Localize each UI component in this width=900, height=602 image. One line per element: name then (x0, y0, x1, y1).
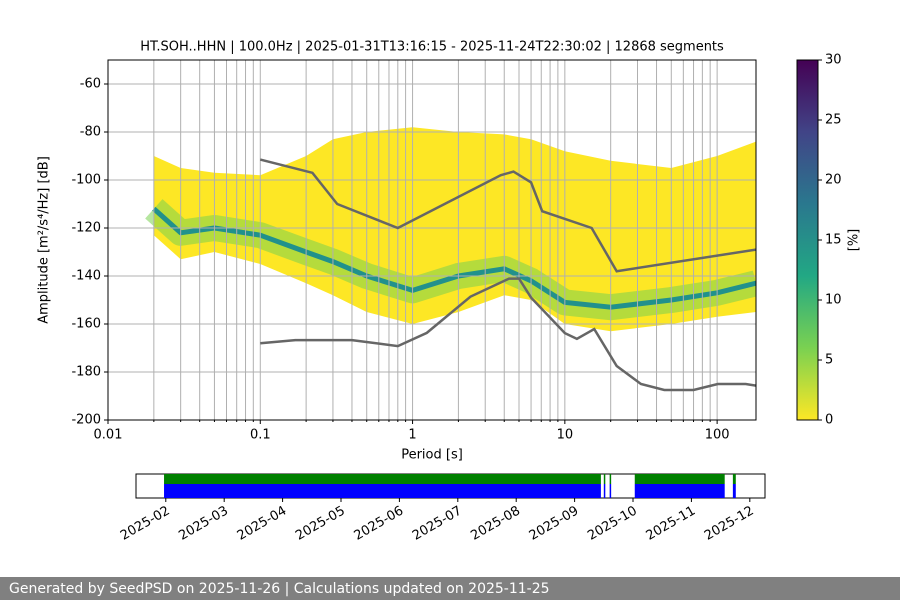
x-tick-label: 1 (408, 428, 416, 443)
y-tick-label: -200 (71, 413, 101, 428)
density-envelope (153, 127, 756, 332)
colorbar-tick-label: 25 (825, 113, 842, 128)
y-tick-label: -140 (71, 269, 101, 284)
plot-frame (107, 59, 757, 421)
timeline-tick-label: 2025-02 (118, 504, 173, 544)
x-axis-label: Period [s] (401, 448, 463, 463)
coverage-bar (732, 474, 736, 484)
colorbar (796, 59, 819, 421)
density-mode (152, 206, 756, 310)
timeline-tick-label: 2025-09 (527, 504, 582, 544)
colorbar-tick-label: 15 (825, 233, 842, 248)
coverage-bar (603, 474, 606, 484)
x-tick-label: 100 (705, 428, 730, 443)
y-tick-label: -120 (71, 221, 101, 236)
y-axis-label: Amplitude [m²/s⁴/Hz] [dB] (37, 156, 52, 324)
plot-area (108, 60, 756, 420)
colorbar-tick-label: 0 (825, 413, 833, 428)
noise-model-line (259, 158, 756, 273)
coverage-bar (609, 474, 612, 484)
coverage-bar (609, 484, 612, 498)
coverage-bar (634, 484, 725, 498)
page: {"chart_data": { "type": "ppsd", "title"… (0, 39, 900, 600)
colorbar-tick-label: 10 (825, 293, 842, 308)
timeline-tick-label: 2025-06 (352, 504, 407, 544)
y-tick-label: -100 (71, 173, 101, 188)
coverage-bar (603, 484, 606, 498)
timeline-tick-label: 2025-07 (410, 504, 465, 544)
timeline-tick-label: 2025-05 (293, 504, 348, 544)
colorbar-label: [%] (847, 229, 862, 252)
timeline-tick-label: 2025-10 (585, 504, 640, 544)
coverage-bar (164, 474, 601, 484)
timeline-tick-label: 2025-03 (176, 504, 231, 544)
x-tick-label: 0.01 (94, 428, 123, 443)
y-tick-label: -80 (80, 125, 101, 140)
colorbar-tick-label: 30 (825, 53, 842, 68)
y-tick-label: -160 (71, 317, 101, 332)
coverage-bar (732, 484, 736, 498)
timeline-tick-label: 2025-12 (702, 504, 757, 544)
chart: HT.SOH..HHN | 100.0Hz | 2025-01-31T13:16… (37, 40, 862, 544)
timeline-tick-label: 2025-08 (468, 504, 523, 544)
x-tick-label: 10 (557, 428, 574, 443)
noise-model-line (260, 277, 756, 392)
footer: Generated by SeedPSD on 2025-11-26 | Cal… (0, 577, 900, 600)
chart-title: HT.SOH..HHN | 100.0Hz | 2025-01-31T13:16… (140, 40, 724, 55)
x-tick-label: 0.1 (250, 428, 271, 443)
colorbar-tick-label: 5 (825, 353, 833, 368)
timeline-tick-label: 2025-11 (644, 504, 699, 544)
timeline-tick-label: 2025-04 (235, 504, 290, 544)
coverage-bar (164, 484, 601, 498)
colorbar-tick-label: 20 (825, 173, 842, 188)
y-tick-label: -60 (80, 77, 101, 92)
y-tick-label: -180 (71, 365, 101, 380)
coverage-bar (634, 474, 725, 484)
